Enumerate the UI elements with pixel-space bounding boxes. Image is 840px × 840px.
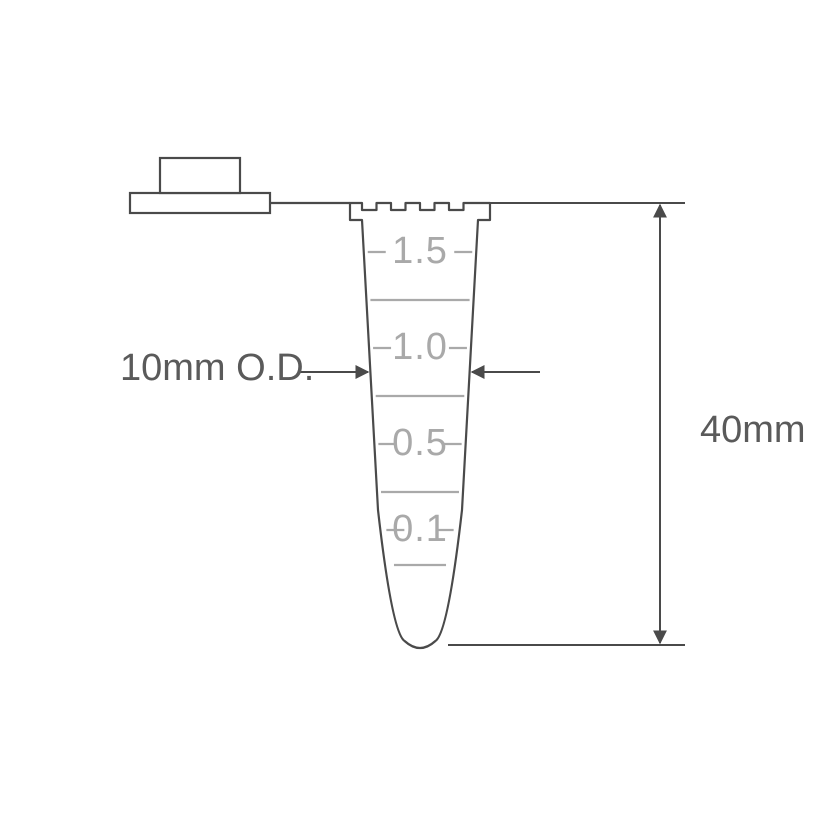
graduation-label: 0.5	[392, 422, 448, 464]
cap-plug	[160, 158, 240, 193]
od-label: 10mm O.D.	[120, 347, 314, 389]
graduation-label: 1.5	[392, 230, 448, 272]
cap-plate	[130, 193, 270, 213]
graduation-label: 0.1	[392, 508, 448, 550]
graduation-label: 1.0	[392, 326, 448, 368]
height-label: 40mm	[700, 409, 806, 451]
